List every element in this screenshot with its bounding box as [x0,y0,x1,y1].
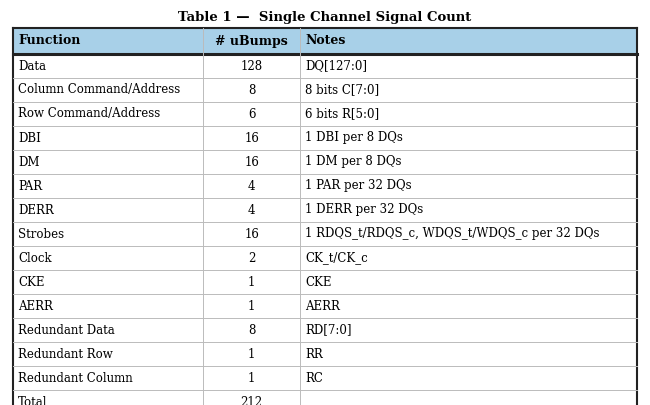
Bar [300,78,637,102]
Text: 128: 128 [240,60,263,72]
Text: 4: 4 [248,179,255,192]
Bar [203,126,300,150]
Text: 1 DERR per 32 DQs: 1 DERR per 32 DQs [305,203,423,217]
Bar [300,342,637,366]
Bar [203,390,300,405]
Bar [203,366,300,390]
Text: Total: Total [18,396,47,405]
Text: 1 DM per 8 DQs: 1 DM per 8 DQs [305,156,402,168]
Text: DERR: DERR [18,203,54,217]
Bar [300,390,637,405]
Text: Strobes: Strobes [18,228,64,241]
Bar [203,78,300,102]
Text: 1: 1 [248,300,255,313]
Bar [13,342,203,366]
Bar [300,102,637,126]
Text: PAR: PAR [18,179,42,192]
Text: AERR: AERR [305,300,340,313]
Text: 6: 6 [248,107,255,121]
Text: 1 PAR per 32 DQs: 1 PAR per 32 DQs [305,179,411,192]
Text: 16: 16 [244,228,259,241]
Text: RD[7:0]: RD[7:0] [305,324,352,337]
Text: DBI: DBI [18,132,41,145]
Bar [300,150,637,174]
Bar [203,28,300,54]
Bar [13,366,203,390]
Text: Notes: Notes [305,34,345,47]
Bar [13,78,203,102]
Bar [13,294,203,318]
Bar [13,198,203,222]
Bar [300,54,637,78]
Bar [203,198,300,222]
Bar [13,28,203,54]
Text: Redundant Data: Redundant Data [18,324,115,337]
Bar [13,150,203,174]
Bar [203,150,300,174]
Text: 212: 212 [240,396,263,405]
Bar [300,270,637,294]
Bar [300,222,637,246]
Bar [203,102,300,126]
Text: Table 1 —  Single Channel Signal Count: Table 1 — Single Channel Signal Count [178,11,472,24]
Bar [13,126,203,150]
Bar [13,390,203,405]
Bar [203,270,300,294]
Text: 1: 1 [248,371,255,384]
Text: Clock: Clock [18,252,51,264]
Text: DM: DM [18,156,40,168]
Bar [300,318,637,342]
Text: DQ[127:0]: DQ[127:0] [305,60,367,72]
Bar [13,246,203,270]
Bar [300,366,637,390]
Bar [203,174,300,198]
Text: 4: 4 [248,203,255,217]
Text: 1: 1 [248,347,255,360]
Text: Data: Data [18,60,46,72]
Text: 16: 16 [244,132,259,145]
Text: 1 DBI per 8 DQs: 1 DBI per 8 DQs [305,132,403,145]
Bar [300,294,637,318]
Text: Redundant Column: Redundant Column [18,371,133,384]
Text: 8: 8 [248,83,255,96]
Text: 8: 8 [248,324,255,337]
Bar [203,318,300,342]
Text: CKE: CKE [18,275,44,288]
Bar [13,174,203,198]
Bar [203,222,300,246]
Bar [300,246,637,270]
Text: RR: RR [305,347,323,360]
Bar [300,126,637,150]
Text: 1 RDQS_t/RDQS_c, WDQS_t/WDQS_c per 32 DQs: 1 RDQS_t/RDQS_c, WDQS_t/WDQS_c per 32 DQ… [305,228,599,241]
Text: Column Command/Address: Column Command/Address [18,83,180,96]
Text: # uBumps: # uBumps [215,34,288,47]
Bar [300,28,637,54]
Text: 1: 1 [248,275,255,288]
Text: CK_t/CK_c: CK_t/CK_c [305,252,368,264]
Text: 16: 16 [244,156,259,168]
Bar [300,198,637,222]
Text: Redundant Row: Redundant Row [18,347,112,360]
Bar [300,174,637,198]
Bar [203,294,300,318]
Text: CKE: CKE [305,275,332,288]
Text: RC: RC [305,371,323,384]
Text: Row Command/Address: Row Command/Address [18,107,161,121]
Text: Function: Function [18,34,81,47]
Text: 8 bits C[7:0]: 8 bits C[7:0] [305,83,379,96]
Text: 2: 2 [248,252,255,264]
Bar [203,342,300,366]
Text: AERR: AERR [18,300,53,313]
Bar [203,246,300,270]
Bar [13,318,203,342]
Bar [13,222,203,246]
Text: 6 bits R[5:0]: 6 bits R[5:0] [305,107,379,121]
Bar [13,102,203,126]
Bar [13,270,203,294]
Bar [203,54,300,78]
Bar [13,54,203,78]
